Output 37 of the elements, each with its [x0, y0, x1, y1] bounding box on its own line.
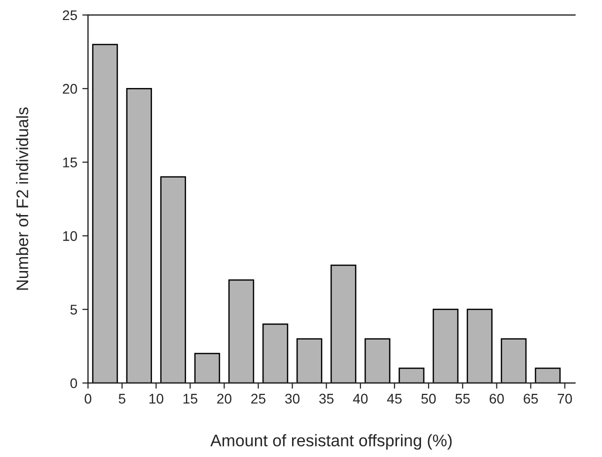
x-tick-label: 25: [251, 394, 266, 404]
bar: [296, 338, 322, 383]
x-tick-label: 65: [524, 394, 538, 404]
bar: [432, 308, 458, 383]
x-tick-label: 30: [285, 394, 300, 404]
x-tick-label: 40: [353, 394, 368, 404]
x-axis-title: Amount of resistant offspring (%): [210, 434, 452, 450]
y-tick-label: 15: [63, 158, 78, 168]
x-tick-label: 55: [455, 394, 470, 404]
bar: [262, 323, 288, 383]
y-axis-title: Number of F2 individuals: [16, 107, 28, 290]
x-tick-label: 5: [118, 394, 126, 404]
bar: [330, 264, 356, 383]
x-tick-label: 35: [319, 394, 334, 404]
y-tick-label: 10: [63, 231, 78, 241]
bar: [534, 368, 561, 383]
bar: [126, 88, 152, 383]
bar: [364, 338, 390, 383]
y-tick-label: 0: [70, 378, 78, 388]
bar: [466, 308, 493, 383]
x-tick-label: 20: [217, 394, 232, 404]
bar: [228, 279, 254, 383]
x-tick-label: 70: [558, 394, 572, 404]
bar: [160, 176, 186, 383]
x-tick-label: 15: [184, 394, 198, 404]
x-tick-label: 60: [490, 394, 504, 404]
x-tick-label: 10: [149, 394, 164, 404]
bar: [92, 44, 118, 383]
y-tick-label: 20: [62, 84, 78, 94]
bar: [500, 338, 527, 383]
bar: [194, 352, 220, 383]
bar: [398, 368, 424, 383]
y-tick-label: 25: [62, 10, 78, 20]
x-tick-label: 50: [421, 394, 436, 404]
x-tick-label: 0: [84, 394, 92, 404]
y-tick-label: 5: [70, 304, 77, 315]
x-tick-label: 45: [387, 394, 402, 404]
